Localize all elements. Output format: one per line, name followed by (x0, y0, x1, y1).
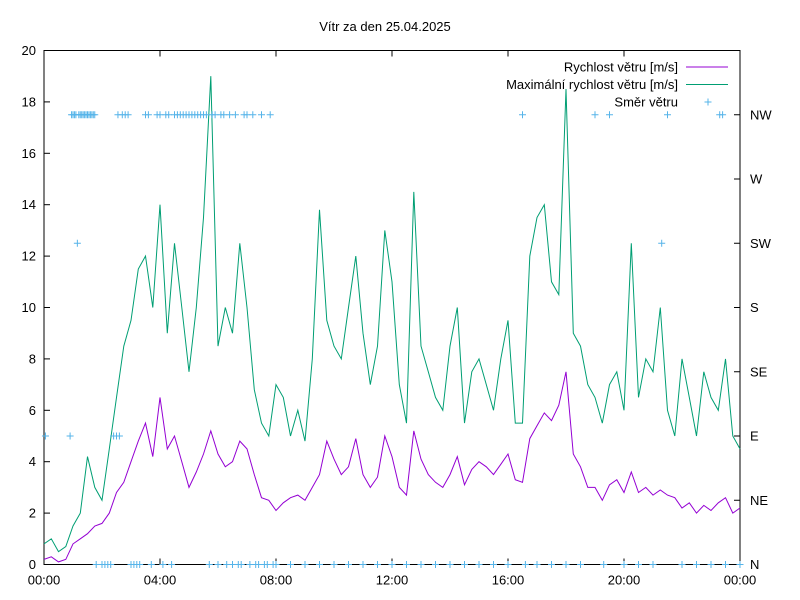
wind-direction-point (548, 561, 555, 568)
series-layer (41, 76, 744, 568)
legend: Rychlost větru [m/s] Maximální rychlost v… (506, 60, 728, 110)
x-tick-label: 12:00 (376, 573, 409, 588)
legend-marker (704, 98, 712, 106)
wind-speed-line (43, 371, 741, 563)
y-left-tick-label: 6 (29, 403, 36, 418)
x-tick-label: 20:00 (608, 573, 641, 588)
wind-direction-point (403, 561, 410, 568)
x-tick-label: 00:00 (724, 573, 757, 588)
wind-direction-point (519, 111, 526, 119)
wind-direction-point (258, 111, 265, 119)
y-left-tick-label: 20 (22, 43, 36, 58)
wind-direction-point (374, 561, 381, 568)
wind-direction-point (237, 561, 245, 568)
legend-label: Směr větru (614, 95, 678, 110)
wind-direction-point (107, 561, 115, 568)
wind-direction-point (649, 561, 657, 568)
y-left-tick-label: 16 (22, 146, 36, 161)
wind-direction-point (73, 239, 81, 247)
wind-direction-point (159, 561, 167, 568)
wind-direction-point (136, 561, 144, 568)
wind-direction-point (606, 111, 613, 119)
wind-direction-point (736, 561, 744, 568)
wind-direction-point (147, 561, 155, 568)
y-left-tick-label: 2 (29, 506, 36, 521)
wind-direction-point (301, 561, 309, 568)
y-right-tick-label: NE (750, 493, 768, 508)
y-right-tick-label: E (750, 429, 759, 444)
y-right-tick-label: S (750, 300, 759, 315)
wind-direction-point (249, 111, 257, 119)
wind-direction-point (533, 561, 541, 568)
wind-direction-point (316, 561, 323, 568)
wind-direction-point (620, 561, 628, 568)
wind-direction-point (266, 111, 274, 119)
wind-direction-point (504, 561, 512, 568)
wind-direction-point (124, 111, 132, 119)
y-right-tick-label: SW (750, 236, 772, 251)
wind-direction-point (635, 561, 642, 568)
y-left-tick-label: 14 (22, 197, 36, 212)
wind-direction-point (722, 561, 729, 568)
wind-direction-point (678, 561, 686, 568)
legend-label: Rychlost větru [m/s] (564, 60, 678, 75)
wind-direction-point (432, 561, 439, 568)
wind-direction-point (214, 561, 222, 568)
wind-direction-point (168, 561, 176, 568)
y-left-tick-label: 4 (29, 454, 36, 469)
wind-direction-point (359, 561, 367, 568)
wind-direction-point (115, 432, 123, 440)
wind-direction-point (272, 561, 280, 568)
wind-direction-point (287, 561, 294, 568)
y-right-tick-label: SE (750, 364, 768, 379)
wind-direction-point (591, 111, 599, 119)
y-right-tick-label: NW (750, 107, 772, 122)
wind-direction-point (205, 561, 213, 568)
y-left-tick-label: 0 (29, 557, 36, 572)
wind-direction-point (91, 111, 99, 119)
wind-direction-point (490, 561, 497, 568)
x-tick-label: 04:00 (144, 573, 177, 588)
wind-direction-point (330, 561, 338, 568)
wind-direction-point (664, 111, 671, 119)
x-tick-label: 08:00 (260, 573, 293, 588)
chart-title: Vítr za den 25.04.2025 (319, 19, 451, 34)
y-left-tick-label: 8 (29, 351, 36, 366)
y-left-tick-label: 10 (22, 300, 36, 315)
legend-label: Maximální rychlost větru [m/s] (506, 77, 678, 92)
wind-direction-point (231, 111, 239, 119)
wind-direction-markers (41, 111, 744, 568)
wind-direction-point (417, 561, 425, 568)
axis-ticks: 0 2 4 6 8 10 12 14 16 18 20 N NE E SE S SW W NW 00:00 04:00 0… (22, 43, 773, 588)
wind-direction-point (600, 561, 608, 568)
wind-direction-point (41, 432, 49, 440)
wind-direction-point (66, 432, 74, 440)
wind-direction-point (461, 561, 468, 568)
wind-direction-point (693, 561, 700, 568)
max-wind-speed-line (43, 76, 741, 553)
wind-direction-point (388, 561, 396, 568)
wind-direction-point (144, 111, 152, 119)
x-tick-label: 16:00 (492, 573, 525, 588)
wind-direction-point (577, 561, 584, 568)
plot-frame (43, 50, 741, 565)
wind-direction-point (562, 561, 570, 568)
wind-direction-point (658, 239, 666, 247)
x-tick-label: 00:00 (28, 573, 61, 588)
wind-direction-point (475, 561, 483, 568)
wind-direction-point (707, 561, 715, 568)
wind-direction-point (345, 561, 352, 568)
wind-direction-point (446, 561, 454, 568)
y-left-tick-label: 12 (22, 249, 36, 264)
wind-direction-point (719, 111, 727, 119)
y-right-tick-label: W (750, 172, 763, 187)
y-right-tick-label: N (750, 557, 759, 572)
y-left-tick-label: 18 (22, 94, 36, 109)
wind-direction-point (521, 561, 529, 568)
